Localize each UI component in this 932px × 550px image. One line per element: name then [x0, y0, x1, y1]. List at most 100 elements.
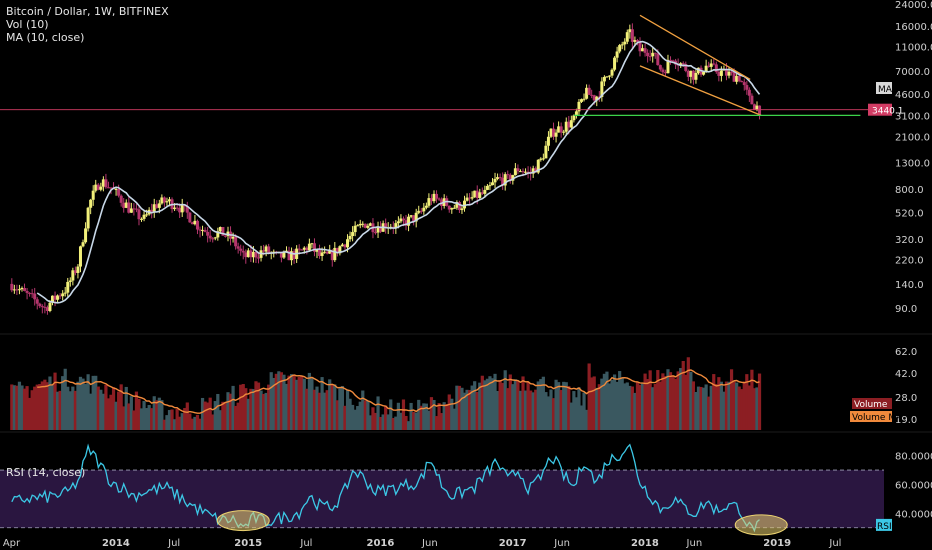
time-tick-label: Jul: [167, 538, 180, 549]
candle-body: [562, 131, 566, 133]
volume-bar: [554, 379, 558, 430]
candle-body: [188, 212, 192, 223]
volume-bar: [63, 368, 67, 430]
candle-body: [727, 71, 731, 76]
volume-bar: [602, 373, 606, 430]
candle-body: [658, 65, 662, 70]
candle-body: [394, 223, 398, 228]
candle-body: [287, 250, 291, 261]
candle-body: [343, 244, 347, 248]
volume-bar: [557, 382, 561, 430]
candle-body: [450, 208, 454, 210]
candle-body: [30, 293, 34, 295]
volume-bar: [122, 406, 126, 430]
volume-bar: [529, 390, 533, 430]
volume-bar: [440, 413, 444, 430]
volume-bar: [757, 373, 762, 430]
candle-body: [407, 216, 411, 226]
volume-bar: [488, 376, 492, 430]
volume-bar: [605, 371, 609, 430]
candle-body: [686, 70, 690, 77]
candle-body: [585, 87, 589, 99]
volume-bar: [445, 404, 449, 430]
volume-bar: [493, 373, 497, 430]
rsi-tick-label: 80.0000: [895, 452, 932, 463]
time-tick-label: Jun: [421, 538, 438, 549]
candle-body: [569, 120, 573, 128]
candle-body: [53, 295, 57, 300]
candle-body: [178, 207, 182, 213]
candle-body: [218, 227, 222, 232]
candle-body: [755, 105, 759, 110]
candle-body: [709, 63, 713, 67]
volume-bar: [183, 407, 187, 430]
candle-body: [712, 63, 716, 65]
candle-body: [758, 105, 762, 115]
volume-bar: [376, 396, 380, 430]
candle-body: [63, 292, 67, 294]
volume-bar: [707, 396, 711, 430]
candle-body: [335, 247, 339, 254]
volume-bar: [750, 369, 754, 430]
volume-bar: [432, 400, 436, 430]
candle-body: [216, 231, 220, 238]
candle-body: [257, 257, 261, 259]
volume-bar: [333, 384, 337, 430]
price-tick-label: 90.0: [895, 304, 917, 315]
volume-bar: [338, 388, 342, 430]
volume-bar: [699, 386, 703, 430]
candle-body: [424, 205, 428, 208]
price-tick-label: 7000.0: [895, 67, 930, 78]
volume-bar: [640, 383, 645, 430]
volume-bar: [612, 374, 617, 430]
candle-body: [180, 204, 184, 213]
volume-ma-badge-label: Volume MA: [852, 413, 903, 423]
candle-body: [534, 168, 538, 173]
volume-bar: [289, 374, 294, 430]
candle-body: [231, 236, 235, 239]
volume-bar: [111, 387, 116, 430]
candle-body: [290, 251, 294, 261]
volume-bar: [495, 391, 500, 430]
candle-body: [208, 235, 212, 239]
volume-bar: [249, 388, 253, 430]
candle-body: [475, 190, 479, 198]
volume-bar: [203, 401, 207, 430]
volume-bar: [127, 403, 131, 430]
candle-body: [68, 280, 72, 282]
candle-body: [17, 289, 21, 291]
volume-bar: [714, 383, 718, 430]
candle-body: [399, 218, 403, 222]
candle-body: [71, 270, 75, 281]
volume-bar: [498, 380, 502, 430]
candle-body: [76, 266, 80, 273]
volume-bar: [310, 377, 314, 430]
candle-body: [429, 198, 433, 202]
volume-bar: [521, 376, 525, 430]
candle-body: [48, 302, 52, 311]
volume-bar: [94, 375, 98, 430]
volume-bar: [506, 388, 510, 430]
volume-bar: [234, 405, 238, 430]
candle-body: [653, 52, 657, 54]
candle-body: [211, 238, 215, 240]
candle-body: [691, 70, 695, 80]
volume-bar: [422, 403, 426, 430]
candle-body: [78, 246, 82, 267]
volume-bar: [261, 393, 266, 430]
candle-body: [750, 95, 754, 105]
volume-bar: [213, 401, 217, 430]
candle-body: [633, 40, 637, 42]
candle-body: [669, 59, 673, 61]
candle-body: [396, 221, 400, 224]
volume-bar: [231, 385, 235, 430]
candle-body: [234, 236, 238, 247]
candle-body: [483, 189, 487, 194]
volume-bar: [618, 371, 622, 430]
volume-bar: [117, 391, 121, 430]
volume-bar: [58, 390, 62, 430]
volume-bar: [124, 386, 128, 430]
volume-bar: [114, 401, 118, 430]
candle-body: [567, 121, 571, 128]
